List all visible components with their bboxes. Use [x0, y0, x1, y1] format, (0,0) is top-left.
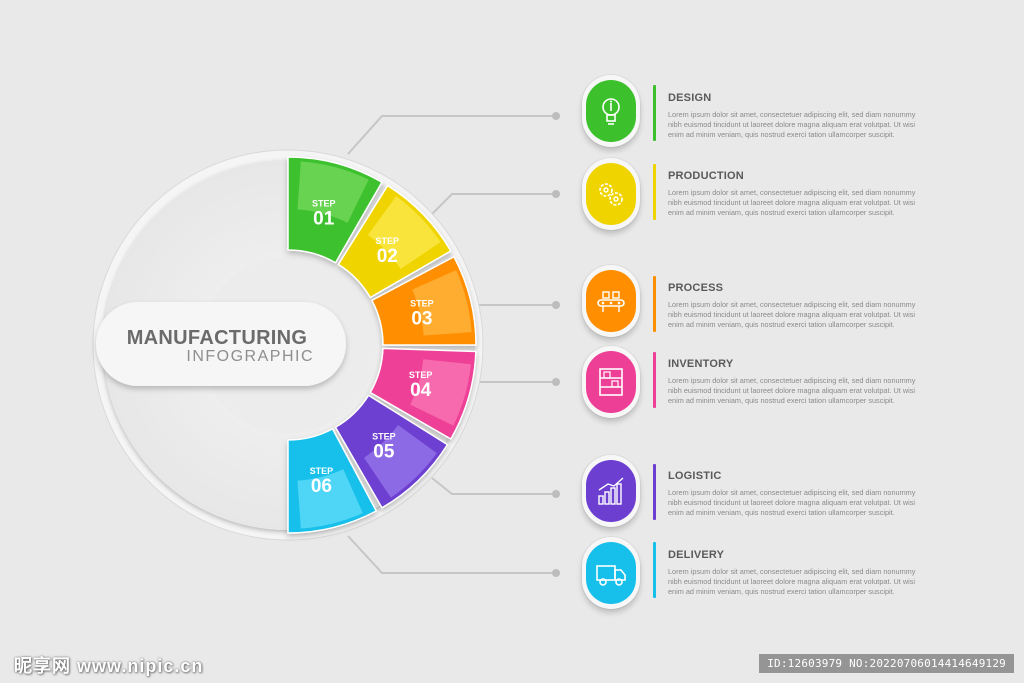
- item-title: INVENTORY: [668, 358, 734, 370]
- step-word-label: STEP: [376, 236, 400, 246]
- step-number-label: 03: [411, 309, 432, 330]
- title-pill: [96, 302, 346, 386]
- item-description-line: Lorem ipsum dolor sit amet, consectetuer…: [668, 488, 916, 497]
- item-description-line: nibh euismod tincidunt ut laoreet dolore…: [668, 498, 916, 507]
- bar-chart-icon: [598, 477, 624, 505]
- item-description-line: nibh euismod tincidunt ut laoreet dolore…: [668, 120, 916, 129]
- item-accent-bar: [653, 85, 656, 141]
- connector-dot: [552, 378, 560, 386]
- item-icon-badge: [582, 75, 640, 147]
- step-segment-highlight: [412, 270, 472, 336]
- item-accent-bar: [653, 276, 656, 332]
- item-icon-badge: [582, 265, 640, 337]
- item-icon-badge: [582, 537, 640, 609]
- truck-icon: [596, 565, 626, 586]
- item-description-line: Lorem ipsum dolor sit amet, consectetuer…: [668, 567, 916, 576]
- step-segment-highlight: [297, 469, 363, 529]
- item-title: PRODUCTION: [668, 170, 744, 182]
- step-word-label: STEP: [409, 370, 433, 380]
- item-accent-bar: [653, 164, 656, 220]
- step-word-label: STEP: [410, 299, 434, 309]
- connector-lines: [347, 112, 560, 577]
- item-icon-fill: [586, 542, 636, 604]
- item-icon-fill: [586, 351, 636, 413]
- item-title: LOGISTIC: [668, 470, 722, 482]
- item-description-line: nibh euismod tincidunt ut laoreet dolore…: [668, 386, 916, 395]
- item-title: DESIGN: [668, 92, 712, 104]
- step-segment-highlight: [297, 161, 369, 223]
- item-icon-fill: [586, 460, 636, 522]
- step-number-label: 06: [311, 476, 332, 497]
- step-word-label: STEP: [372, 431, 396, 441]
- item-icon-fill: [586, 270, 636, 332]
- step-number-label: 04: [410, 380, 432, 401]
- center-title: MANUFACTURING: [126, 327, 308, 349]
- step-number-label: 01: [313, 209, 335, 230]
- step-segment-highlight: [364, 424, 437, 498]
- gears-icon: [599, 183, 623, 206]
- item-description-line: enim ad minim veniam, quis nostrud exerc…: [668, 587, 895, 596]
- item-icon-badge: [582, 158, 640, 230]
- item-description-line: Lorem ipsum dolor sit amet, consectetuer…: [668, 376, 916, 385]
- item-description-line: enim ad minim veniam, quis nostrud exerc…: [668, 508, 895, 517]
- item-accent-bar: [653, 542, 656, 598]
- item-accent-bar: [653, 352, 656, 408]
- item-icon-badge: [582, 346, 640, 418]
- item-title: DELIVERY: [668, 549, 725, 561]
- item-icon-badge: [582, 455, 640, 527]
- item-accent-bar: [653, 464, 656, 520]
- item-description-line: Lorem ipsum dolor sit amet, consectetuer…: [668, 300, 916, 309]
- shelves-icon: [599, 368, 623, 396]
- step-segment-highlight: [367, 196, 441, 269]
- step-number-label: 02: [377, 246, 398, 267]
- connector-line: [347, 535, 556, 574]
- step-number-label: 05: [373, 441, 395, 462]
- item-description-line: nibh euismod tincidunt ut laoreet dolore…: [668, 310, 916, 319]
- item-description-line: nibh euismod tincidunt ut laoreet dolore…: [668, 577, 916, 586]
- item-icon-fill: [586, 80, 636, 142]
- item-description-line: Lorem ipsum dolor sit amet, consectetuer…: [668, 110, 916, 119]
- step-word-label: STEP: [312, 199, 336, 209]
- connector-dot: [552, 569, 560, 577]
- item-description-line: enim ad minim veniam, quis nostrud exerc…: [668, 208, 895, 217]
- watermark-id: ID:12603979 NO:20220706014414649129: [759, 654, 1014, 673]
- item-description-line: Lorem ipsum dolor sit amet, consectetuer…: [668, 188, 916, 197]
- conveyor-icon: [597, 291, 625, 312]
- connector-dot: [552, 112, 560, 120]
- item-icon-fill: [586, 163, 636, 225]
- item-description-line: nibh euismod tincidunt ut laoreet dolore…: [668, 198, 916, 207]
- item-title: PROCESS: [668, 282, 724, 294]
- connector-line: [431, 193, 556, 215]
- center-subtitle: INFOGRAPHIC: [186, 348, 314, 365]
- connector-line: [431, 477, 556, 495]
- connector-line: [347, 115, 556, 155]
- item-description-line: enim ad minim veniam, quis nostrud exerc…: [668, 320, 895, 329]
- watermark-logo: 昵享网 www.nipic.cn: [14, 656, 204, 676]
- connector-dot: [552, 301, 560, 309]
- step-word-label: STEP: [310, 466, 334, 476]
- item-description-line: enim ad minim veniam, quis nostrud exerc…: [668, 130, 895, 139]
- step-segment-highlight: [410, 359, 471, 426]
- connector-dot: [552, 490, 560, 498]
- item-description-line: enim ad minim veniam, quis nostrud exerc…: [668, 396, 895, 405]
- lightbulb-icon: [602, 98, 620, 125]
- connector-dot: [552, 190, 560, 198]
